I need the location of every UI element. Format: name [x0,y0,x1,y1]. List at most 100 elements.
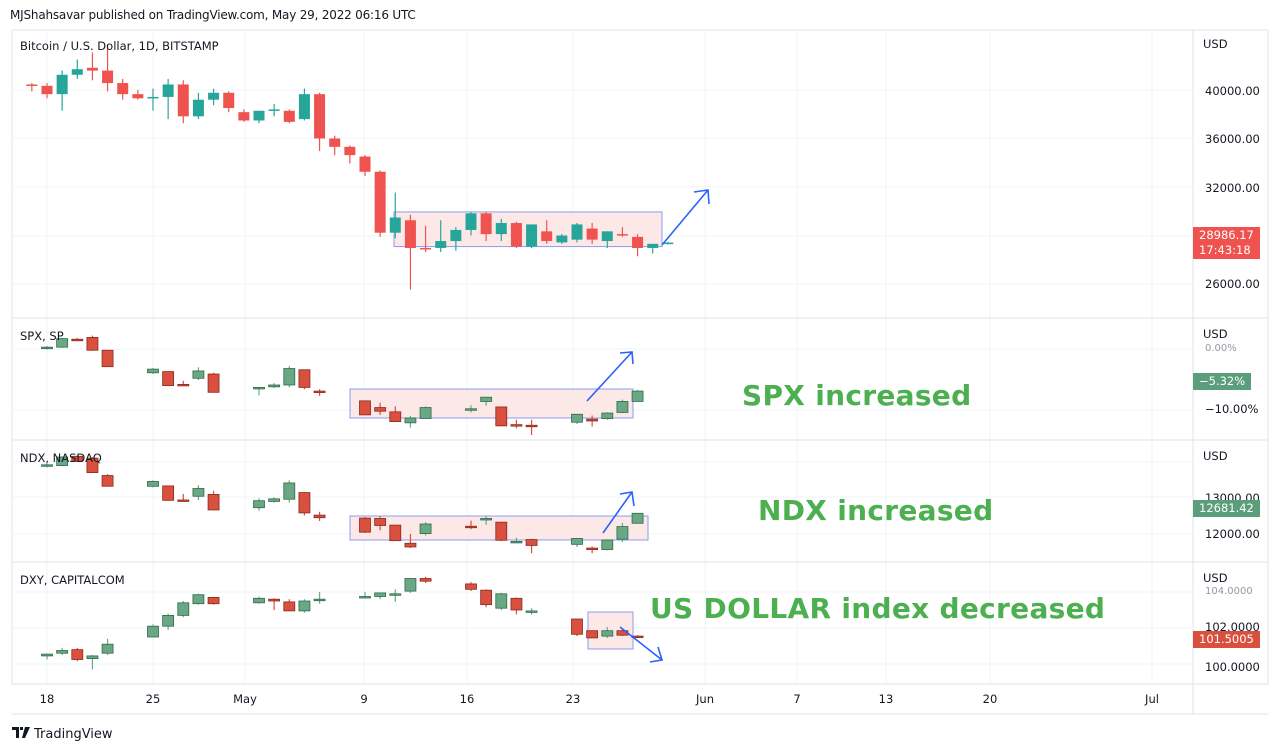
candle-body [41,464,53,467]
btc-bar-countdown: 17:43:18 [1199,243,1251,257]
candle-body [359,156,371,172]
candle-body [207,373,220,393]
tradingview-logo-icon [12,726,30,742]
candle-body [616,401,629,413]
candle-body [253,500,265,509]
candle-body [389,593,402,596]
candle-body [268,384,281,388]
time-axis-label: 20 [982,692,998,706]
candle-body [571,618,583,635]
candle-body [71,649,84,660]
candle-body [86,337,99,351]
candle-body [298,600,311,612]
time-axis-label: 7 [793,692,801,706]
candle-body [268,598,281,602]
candle-body [419,407,432,419]
candle-body [480,518,493,521]
time-axis-label: Jun [696,692,714,706]
candle-body [162,615,175,627]
candle-body [647,243,659,248]
btc-axis-tick: 40000.00 [1205,84,1260,98]
dxy-axis-tick: 100.0000 [1205,660,1260,674]
candle-body [420,247,432,250]
candle-body [238,112,250,121]
candle-body [465,408,477,411]
candle-body [162,84,174,97]
candle-body [374,592,387,597]
candle-body [404,542,417,548]
dxy-annotation: US DOLLAR index decreased [650,592,1106,625]
time-axis-label: 18 [39,692,55,706]
tradingview-brand: TradingView [34,726,113,742]
candle-body [329,138,341,147]
candle-body [313,514,326,519]
candle-body [601,412,614,419]
candle-body [268,498,281,502]
candle-body [86,457,99,473]
candle-body [147,625,159,638]
candle-body [374,518,387,526]
candle-body [101,475,114,487]
candle-body [223,92,235,109]
candle-body [101,643,114,654]
candle-body [86,655,99,660]
btc-axis-tick: 26000.00 [1205,277,1260,291]
candle-body [207,494,220,511]
candle-body [586,547,599,550]
candle-body [207,597,220,605]
candle-body [101,349,114,368]
candle-body [192,488,205,497]
candle-body [631,512,644,524]
candle-body [374,407,387,412]
candle-body [359,400,371,416]
candle-body [389,524,402,542]
candle-body [525,539,538,546]
candle-body [374,171,386,233]
candle-body [71,69,83,75]
spx-currency-label: USD [1203,327,1228,341]
candle-body [56,338,69,348]
candle-body [41,346,53,350]
btc-last-price: 28986.17 [1199,228,1254,242]
time-axis-label: 25 [145,692,161,706]
candle-body [56,456,69,466]
candle-body [586,418,599,422]
btc-currency-label: USD [1203,37,1228,51]
candle-body [298,369,311,388]
candle-body [480,396,493,402]
candle-body [162,371,175,387]
dxy-axis-tick: 104.0000 [1205,586,1253,597]
candle-body [510,541,523,544]
candle-body [102,70,114,84]
candle-body [601,630,614,637]
footer-branding[interactable]: TradingView [12,726,113,742]
time-axis-label: May [233,692,257,706]
candle-body [147,96,159,99]
candle-body [404,417,417,424]
candle-body [495,521,508,541]
time-axis-label: Jul [1145,692,1159,706]
ndx-arrow-icon [602,491,635,534]
btc-axis-tick: 36000.00 [1205,132,1260,146]
time-axis-label: 16 [459,692,475,706]
candle-body [283,368,296,386]
time-axis-label: 23 [565,692,581,706]
candle-body [313,598,326,602]
candle-body [404,578,417,592]
dxy-pane-title: DXY, CAPITALCOM [20,573,125,587]
candle-body [147,368,159,374]
candle-body [192,370,205,379]
candle-body [314,94,326,139]
candle-body [465,213,477,230]
ndx-pane-title: NDX, NASDAQ [20,451,102,465]
candle-body [389,217,401,233]
candle-body [495,406,508,427]
dxy-last-value-tag: 101.5005 [1193,631,1260,648]
candle-body [298,492,311,514]
candle-body [419,523,432,535]
dxy-arrow-icon [619,626,664,663]
ndx-currency-label: USD [1203,449,1228,463]
btc-arrow-icon [661,189,710,246]
candle-body [631,390,644,402]
